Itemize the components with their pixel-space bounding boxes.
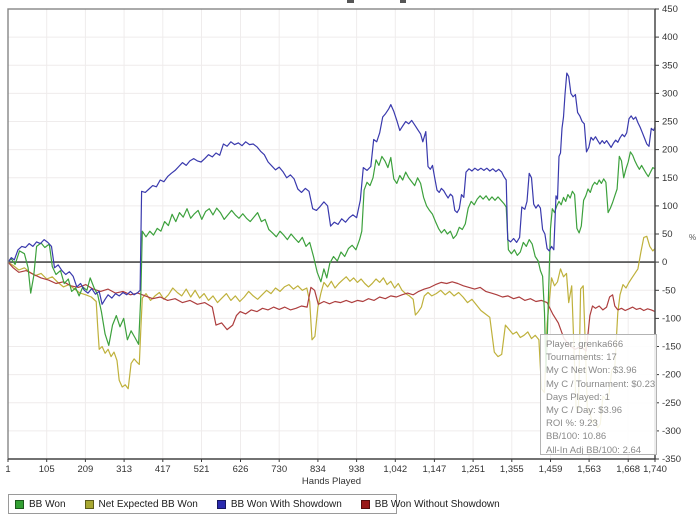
series-line <box>7 261 656 352</box>
legend-item: BB Won With Showdown <box>216 498 342 510</box>
y-tick-label: -200 <box>662 370 681 381</box>
y-tick-label: -150 <box>662 342 681 353</box>
x-tick-label: 1,563 <box>577 464 601 475</box>
y-tick-label: 50 <box>662 229 673 240</box>
x-tick-label: 521 <box>194 464 210 475</box>
y-axis-unit-label: % <box>689 233 696 242</box>
x-tick-label: 730 <box>271 464 287 475</box>
y-tick-label: 300 <box>662 88 678 99</box>
y-tick-label: 100 <box>662 201 678 212</box>
x-tick-label: 1 <box>5 464 10 475</box>
tooltip-line: Player: grenka666 <box>546 339 624 350</box>
y-tick-label: -250 <box>662 398 681 409</box>
tooltip-line: All-In Adj BB/100: 2.64 <box>546 444 642 455</box>
legend-swatch-icon <box>84 499 94 509</box>
x-tick-label: 417 <box>155 464 171 475</box>
tooltip-line: My C / Day: $3.96 <box>546 405 623 417</box>
legend-item: Net Expected BB Won <box>84 498 198 510</box>
y-tick-label: 350 <box>662 60 678 71</box>
x-tick-label: 626 <box>233 464 249 475</box>
y-tick-label: 250 <box>662 117 678 128</box>
x-tick-label: 1,459 <box>539 464 563 475</box>
tooltip-line: Tournaments: 17 <box>546 352 617 364</box>
legend-item: BB Won Without Showdown <box>360 498 500 510</box>
x-axis-title: Hands Played <box>302 476 361 487</box>
legend-swatch-icon <box>216 499 226 509</box>
y-tick-label: -100 <box>662 313 681 324</box>
tooltip-line: BB/100: 10.86 <box>546 431 607 443</box>
x-tick-label: 1,355 <box>500 464 524 475</box>
y-tick-label: -350 <box>662 454 681 465</box>
x-tick-label: 938 <box>349 464 365 475</box>
y-tick-label: 400 <box>662 32 678 43</box>
x-tick-label: 1,740 <box>643 464 667 475</box>
y-tick-label: 450 <box>662 4 678 15</box>
tooltip-line: My C Net Won: $3.96 <box>546 365 637 377</box>
y-tick-label: 150 <box>662 173 678 184</box>
series-line <box>7 151 656 373</box>
x-tick-label: 1,042 <box>383 464 407 475</box>
x-tick-label: 105 <box>39 464 55 475</box>
series-line <box>7 72 656 305</box>
player-stats-tooltip: Player: grenka666 Tournaments: 17 My C Net… <box>540 334 657 455</box>
legend-swatch-icon <box>15 499 24 509</box>
legend-label: Net Expected BB Won <box>98 498 198 510</box>
legend-label: BB Won With Showdown <box>230 498 342 510</box>
y-tick-label: 0 <box>662 257 667 268</box>
chart-legend: BB Won Net Expected BB Won BB Won With Sho… <box>8 494 500 514</box>
legend-swatch-icon <box>360 499 370 509</box>
y-tick-label: -300 <box>662 426 681 437</box>
legend-label: BB Won Without Showdown <box>374 498 500 510</box>
x-tick-label: 313 <box>116 464 132 475</box>
tooltip-line: Days Played: 1 <box>546 391 610 403</box>
legend-label: BB Won <box>29 498 66 510</box>
x-tick-label: 1,668 <box>616 464 640 475</box>
x-tick-label: 834 <box>310 464 326 475</box>
y-tick-label: -50 <box>662 285 676 296</box>
y-tick-label: 200 <box>662 145 678 156</box>
clipped-title-fragment <box>400 0 406 3</box>
legend-item: BB Won <box>15 499 66 510</box>
tooltip-line: My C / Tournament: $0.23 <box>546 378 656 390</box>
x-tick-label: 209 <box>77 464 93 475</box>
x-tick-label: 1,147 <box>423 464 447 475</box>
x-tick-label: 1,251 <box>461 464 485 475</box>
tooltip-line: ROI %: 9.23 <box>546 418 598 430</box>
clipped-title-fragment <box>347 0 354 3</box>
